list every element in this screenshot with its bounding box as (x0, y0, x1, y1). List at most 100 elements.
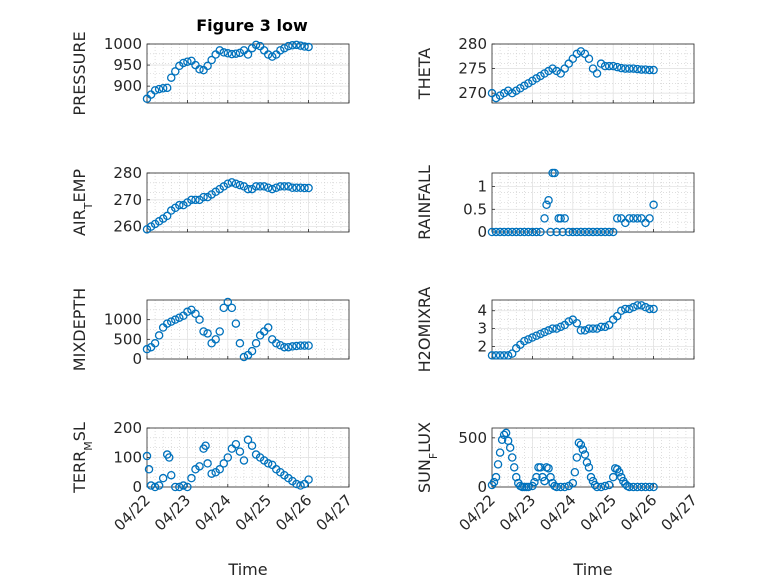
data-point (580, 450, 590, 459)
subplot-h2omixra: 234 H2OMIXRA (415, 287, 695, 372)
data-point (608, 472, 618, 482)
data-point (621, 218, 630, 228)
data-point (195, 462, 204, 471)
data-point (530, 477, 539, 487)
data-point (154, 481, 164, 490)
data-point (284, 182, 293, 191)
data-point (179, 481, 188, 490)
data-point (243, 435, 253, 445)
data-point (223, 49, 233, 58)
data-point (166, 470, 176, 480)
data-point (207, 55, 216, 65)
data-point (560, 214, 569, 223)
data-point (227, 178, 237, 187)
data-point (288, 342, 297, 351)
data-point (556, 482, 565, 492)
data-point (625, 482, 634, 492)
data-point (507, 349, 517, 358)
data-point (166, 317, 176, 326)
y-tick-label: 270 (458, 84, 487, 102)
data-point (576, 326, 586, 335)
data-point (199, 192, 208, 202)
y-tick-label: 900 (113, 77, 142, 95)
data-point (251, 40, 261, 50)
data-point (247, 441, 257, 450)
data-point (540, 214, 549, 223)
data-point (227, 49, 237, 59)
data-point (175, 313, 184, 322)
data-point (568, 227, 578, 237)
data-point (219, 303, 229, 313)
data-point (162, 319, 172, 328)
data-point (296, 481, 305, 490)
data-point (243, 184, 253, 194)
data-point (284, 41, 293, 51)
data-point (489, 477, 499, 487)
data-point (499, 351, 509, 360)
x-axis-label: Time (227, 560, 267, 579)
data-point (592, 482, 602, 492)
y-axis-label: THETA (415, 48, 434, 100)
data-point (251, 182, 261, 191)
x-tick-label: 04/27 (658, 491, 701, 534)
y-tick-label: 1000 (104, 35, 142, 53)
data-point (199, 327, 208, 336)
data-point (263, 323, 273, 332)
data-point (207, 469, 216, 478)
data-point (604, 227, 614, 237)
data-point (582, 458, 592, 467)
y-tick-label: 4 (477, 302, 487, 320)
data-point (191, 309, 200, 319)
data-point (175, 482, 184, 492)
data-point (300, 183, 309, 193)
data-point (288, 41, 297, 50)
data-point (520, 227, 529, 237)
data-point (158, 84, 168, 93)
data-point (532, 227, 541, 237)
data-point (524, 335, 533, 344)
data-point (588, 227, 598, 237)
data-point (649, 482, 658, 492)
data-point (175, 200, 184, 210)
data-point (276, 340, 285, 350)
data-point (574, 438, 584, 447)
data-point (621, 64, 630, 73)
y-tick-label: 0 (132, 478, 142, 496)
data-point (491, 472, 501, 482)
data-point (215, 327, 224, 336)
data-point (503, 227, 513, 237)
data-point (540, 476, 549, 486)
data-point (296, 183, 305, 192)
data-point (162, 211, 172, 221)
data-point (532, 331, 541, 341)
data-point (304, 475, 313, 484)
axes-box (491, 299, 695, 360)
data-point (495, 227, 505, 237)
y-tick-label: 280 (458, 35, 487, 53)
data-point (223, 453, 233, 462)
data-point (272, 339, 281, 348)
data-point (491, 351, 501, 360)
data-point (146, 481, 156, 490)
data-point (572, 318, 582, 328)
data-point (280, 43, 289, 53)
data-point (272, 183, 281, 192)
data-point (588, 324, 598, 333)
axes-box (491, 43, 695, 104)
x-tick-label: 04/27 (313, 491, 356, 534)
data-point (158, 473, 168, 483)
data-point (235, 447, 245, 456)
data-point (288, 183, 297, 192)
data-point (263, 183, 273, 192)
data-point (612, 214, 622, 223)
data-point (572, 453, 582, 462)
data-point (629, 64, 638, 73)
y-tick-label: 0 (132, 350, 142, 368)
x-tick-label: 04/24 (536, 491, 579, 534)
data-point (509, 463, 519, 472)
data-point (612, 62, 622, 72)
y-axis-label: AIRTEMP (70, 169, 95, 236)
data-point (142, 451, 152, 461)
